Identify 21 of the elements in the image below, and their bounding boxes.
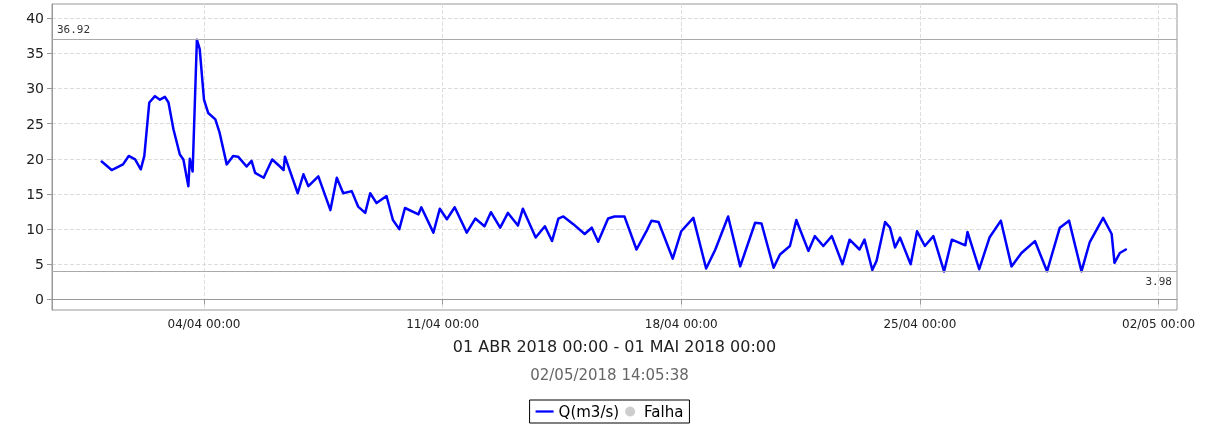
x-tick-label: 11/04 00:00 [406, 317, 480, 331]
y-tick-label: 20 [26, 150, 44, 167]
line-series [100, 38, 1128, 273]
x-tick-label: 25/04 00:00 [883, 317, 957, 331]
ref-line-label: 3.98 [1145, 275, 1172, 289]
y-tick-label: 25 [26, 115, 44, 132]
y-tick-label: 30 [26, 80, 44, 97]
ref-line-label: 36.92 [57, 22, 91, 36]
y-tick-label: 10 [26, 221, 44, 238]
y-tick-label: 0 [35, 291, 44, 308]
x-axis-title: 01 ABR 2018 00:00 - 01 MAI 2018 00:00 [452, 336, 777, 356]
legend-label: Falha [644, 402, 684, 421]
y-tick-label: 35 [26, 45, 44, 62]
y-tick-label: 15 [26, 185, 44, 202]
y-tick-label: 40 [26, 10, 44, 27]
y-tick-label: 5 [35, 256, 44, 273]
x-tick-label: 04/04 00:00 [167, 317, 241, 331]
legend-label: Q(m3/s) [558, 402, 620, 421]
x-tick-label: 02/05 00:00 [1122, 317, 1196, 331]
x-tick-label: 18/04 00:00 [644, 317, 718, 331]
text: 02/05/2018 14:05:38 [530, 365, 689, 384]
